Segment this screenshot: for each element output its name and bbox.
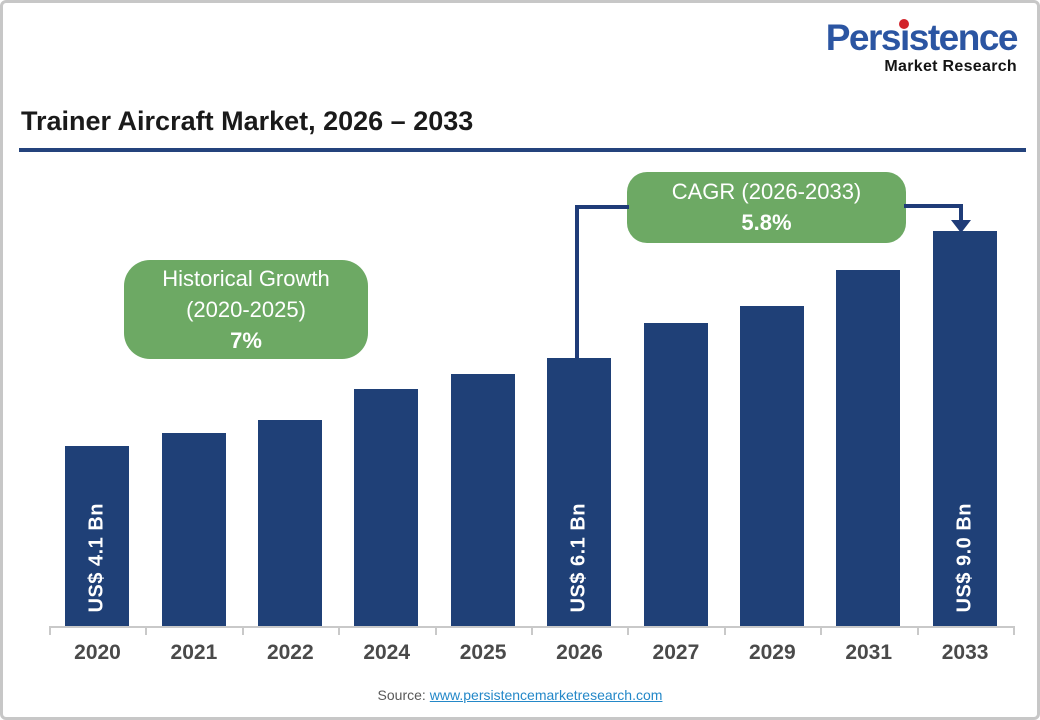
bar-2021 xyxy=(161,433,226,626)
logo-brand-post: stence xyxy=(908,17,1019,58)
bar-2027 xyxy=(643,323,708,626)
bar-2025 xyxy=(450,374,515,626)
bar-2029 xyxy=(740,306,804,626)
historical-growth-callout: Historical Growth (2020-2025) 7% xyxy=(124,260,368,359)
x-axis-tick xyxy=(338,626,341,635)
logo: Persi stence Market Research xyxy=(825,17,1019,75)
source-label: Source: xyxy=(377,687,426,703)
cagr-line1: CAGR (2026-2033) xyxy=(671,178,862,204)
logo-subtitle: Market Research xyxy=(884,58,1017,75)
cagr-arrow-down-icon xyxy=(951,220,971,233)
cagr-connector-right-vertical xyxy=(959,204,963,222)
x-axis-tick xyxy=(241,626,244,635)
x-axis-label-2033: 2033 xyxy=(941,641,989,664)
x-axis-ticks xyxy=(3,3,1037,717)
x-axis-tick xyxy=(145,626,148,635)
historical-growth-line1: Historical Growth xyxy=(162,265,330,291)
x-axis-tick xyxy=(434,626,437,635)
historical-growth-line2: (2020-2025) xyxy=(186,296,306,322)
bar-2020: US$ 4.1 Bn xyxy=(65,446,130,626)
x-axis-tick xyxy=(723,626,726,635)
title-underline xyxy=(19,148,1026,152)
page-title: Trainer Aircraft Market, 2026 – 2033 xyxy=(21,106,474,136)
x-axis-tick xyxy=(49,626,51,635)
historical-growth-value: 7% xyxy=(230,328,262,354)
x-axis-label-2022: 2022 xyxy=(266,641,314,664)
bar-2024 xyxy=(354,389,419,626)
x-axis-label-2025: 2025 xyxy=(459,641,507,664)
logo-red-dot-icon xyxy=(899,19,910,29)
x-axis-label-2020: 2020 xyxy=(74,641,121,664)
source-link[interactable]: www.persistencemarketresearch.com xyxy=(429,687,663,703)
x-axis-label-2021: 2021 xyxy=(170,641,218,664)
x-axis-labels: 2020 2021 2022 2024 2025 2026 2027 2029 2031 2033 xyxy=(3,3,1037,717)
bar-chart: US$ 4.1 Bn US$ 6.1 Bn US$ 9.0 Bn xyxy=(3,3,1037,717)
bar-2031 xyxy=(836,270,901,626)
x-axis-label-2031: 2031 xyxy=(845,641,893,664)
x-axis-tick xyxy=(627,626,630,635)
logo-brand-text: Persi stence xyxy=(825,17,1019,58)
cagr-callout: CAGR (2026-2033) 5.8% xyxy=(627,172,906,243)
cagr-value: 5.8% xyxy=(741,209,792,235)
source-line: Source: www.persistencemarketresearch.com xyxy=(3,687,1037,703)
logo-letter-i: i xyxy=(899,17,910,58)
logo-letter-i-glyph: i xyxy=(899,17,910,58)
cagr-connector-left-horizontal xyxy=(575,205,629,209)
bar-2022 xyxy=(258,420,322,626)
x-axis-tick xyxy=(820,626,823,635)
x-axis-label-2029: 2029 xyxy=(748,641,796,664)
x-axis-tick xyxy=(531,626,533,635)
x-axis-label-2024: 2024 xyxy=(363,641,411,664)
x-axis-label-2027: 2027 xyxy=(652,641,700,664)
x-axis-label-2026: 2026 xyxy=(556,641,603,664)
cagr-connector-left-vertical xyxy=(575,205,579,358)
bar-2033: US$ 9.0 Bn xyxy=(932,231,997,626)
bar-2026: US$ 6.1 Bn xyxy=(547,358,612,626)
x-axis-tick xyxy=(1013,626,1015,635)
x-axis-tick xyxy=(916,626,919,635)
cagr-connector-right-horizontal xyxy=(904,204,962,208)
logo-brand-pre: Pers xyxy=(825,17,902,58)
